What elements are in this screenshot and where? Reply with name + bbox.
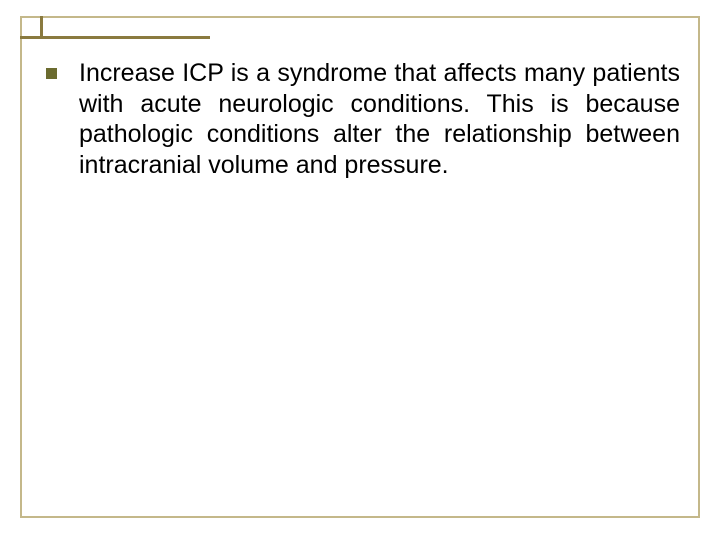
list-item-text: Increase ICP is a syndrome that affects …	[79, 58, 680, 180]
frame-right-border	[698, 16, 700, 518]
frame-bottom-border	[20, 516, 700, 518]
slide: Increase ICP is a syndrome that affects …	[0, 0, 720, 540]
content-area: Increase ICP is a syndrome that affects …	[46, 58, 680, 180]
frame-left-border	[20, 16, 22, 518]
list-item: Increase ICP is a syndrome that affects …	[46, 58, 680, 180]
frame-accent-horizontal	[20, 36, 210, 39]
square-bullet-icon	[46, 68, 57, 79]
frame-top-border	[20, 16, 700, 18]
frame-accent-vertical	[40, 16, 43, 38]
